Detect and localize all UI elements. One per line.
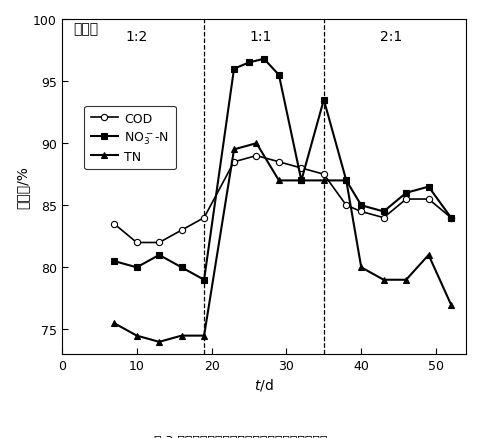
COD <box>156 240 162 246</box>
TN <box>133 333 139 339</box>
COD <box>298 166 304 171</box>
Y-axis label: 去除率/%: 去除率/% <box>15 166 29 208</box>
NO$_3^-$-N <box>380 209 386 215</box>
TN <box>358 265 363 270</box>
NO$_3^-$-N <box>231 67 237 72</box>
NO$_3^-$-N <box>179 265 184 270</box>
Line: TN: TN <box>111 141 453 345</box>
NO$_3^-$-N <box>402 191 408 196</box>
Line: COD: COD <box>111 153 453 246</box>
NO$_3^-$-N <box>298 178 304 184</box>
Text: 1:2: 1:2 <box>125 30 147 44</box>
COD <box>320 172 326 177</box>
COD <box>402 197 408 202</box>
NO$_3^-$-N <box>358 203 363 208</box>
COD <box>111 222 117 227</box>
NO$_3^-$-N <box>425 184 431 190</box>
TN <box>380 278 386 283</box>
X-axis label: $t$/d: $t$/d <box>253 376 273 392</box>
TN <box>425 253 431 258</box>
Legend: COD, NO$_3^-$-N, TN: COD, NO$_3^-$-N, TN <box>84 106 175 170</box>
COD <box>201 215 206 221</box>
COD <box>276 160 281 165</box>
NO$_3^-$-N <box>246 61 252 66</box>
Text: 图 3 回流比对前置反硝化生物滤池处理效果的影响: 图 3 回流比对前置反硝化生物滤池处理效果的影响 <box>154 434 326 438</box>
NO$_3^-$-N <box>156 253 162 258</box>
TN <box>111 321 117 326</box>
NO$_3^-$-N <box>320 98 326 103</box>
TN <box>156 339 162 345</box>
NO$_3^-$-N <box>133 265 139 270</box>
COD <box>343 203 348 208</box>
TN <box>343 178 348 184</box>
COD <box>253 154 259 159</box>
TN <box>276 178 281 184</box>
NO$_3^-$-N <box>201 278 206 283</box>
NO$_3^-$-N <box>276 73 281 78</box>
NO$_3^-$-N <box>261 57 266 62</box>
TN <box>447 302 453 307</box>
NO$_3^-$-N <box>447 215 453 221</box>
TN <box>298 178 304 184</box>
Line: NO$_3^-$-N: NO$_3^-$-N <box>111 57 453 283</box>
NO$_3^-$-N <box>111 259 117 264</box>
Text: 回流比: 回流比 <box>73 22 98 36</box>
TN <box>320 178 326 184</box>
COD <box>231 160 237 165</box>
COD <box>179 228 184 233</box>
COD <box>425 197 431 202</box>
TN <box>253 141 259 146</box>
TN <box>201 333 206 339</box>
TN <box>179 333 184 339</box>
COD <box>380 215 386 221</box>
COD <box>133 240 139 246</box>
COD <box>447 215 453 221</box>
TN <box>402 278 408 283</box>
Text: 1:1: 1:1 <box>249 30 271 44</box>
TN <box>231 148 237 153</box>
COD <box>358 209 363 215</box>
Text: 2:1: 2:1 <box>379 30 401 44</box>
NO$_3^-$-N <box>343 178 348 184</box>
